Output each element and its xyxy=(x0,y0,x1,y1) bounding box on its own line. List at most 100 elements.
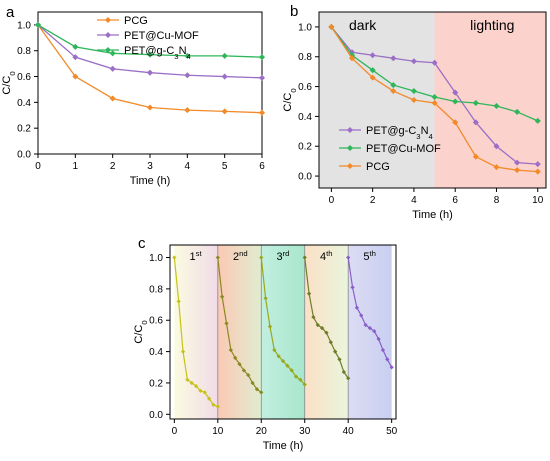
data-point xyxy=(211,402,216,408)
y-tick-label: 0.4 xyxy=(298,112,312,123)
data-point xyxy=(369,74,376,81)
data-point xyxy=(220,294,225,299)
data-point xyxy=(176,299,181,304)
data-point xyxy=(221,108,228,115)
data-point xyxy=(259,255,264,260)
data-point xyxy=(354,305,360,310)
panel-letter-b: b xyxy=(290,3,298,20)
data-point xyxy=(72,43,79,50)
data-point xyxy=(493,164,500,171)
data-point xyxy=(289,368,294,373)
cycle-label-3: 3rd xyxy=(276,249,289,264)
data-point xyxy=(198,388,203,393)
data-point xyxy=(276,354,281,359)
data-point xyxy=(184,52,191,59)
y-tick-label: 0.2 xyxy=(298,142,312,153)
legend-marker xyxy=(346,126,354,134)
data-point xyxy=(390,88,397,95)
y-axis-label: C/C0 xyxy=(282,88,298,111)
panel-c-chart: 1st 2nd 3rd 4th 5th 0 10 20 30 40 50 0.0 0.2 0.4 0.6 0.… xyxy=(133,235,398,452)
data-point xyxy=(315,322,320,328)
x-tick-label: 4 xyxy=(411,195,417,206)
y-tick-label: 0.0 xyxy=(298,172,312,183)
data-point xyxy=(254,387,260,392)
y-tick-label: 0.2 xyxy=(149,378,163,389)
data-point xyxy=(109,50,116,57)
data-point xyxy=(380,347,386,353)
data-point xyxy=(328,23,335,30)
y-tick-label: 0.4 xyxy=(17,98,31,109)
y-tick-label: 1.0 xyxy=(298,22,312,33)
data-point xyxy=(341,369,346,375)
data-point xyxy=(452,119,459,126)
data-point xyxy=(109,95,116,102)
x-tick-label: 3 xyxy=(147,161,153,172)
data-point xyxy=(328,340,333,345)
y-tick-label: 0.8 xyxy=(149,284,163,295)
x-tick-label: 0 xyxy=(329,195,335,206)
data-point xyxy=(193,383,199,389)
y-tick-label: 0.0 xyxy=(17,150,31,161)
data-point xyxy=(246,372,251,378)
data-point xyxy=(272,347,277,353)
legend-entry-1: PCG xyxy=(124,15,148,27)
data-point xyxy=(367,325,373,331)
data-point xyxy=(431,99,438,107)
legend-marker xyxy=(104,16,112,24)
data-point xyxy=(472,153,479,160)
y-tick-label: 0.6 xyxy=(298,82,312,93)
y-tick-label: 0.0 xyxy=(149,410,163,421)
data-point xyxy=(34,21,42,28)
x-axis-label: Time (h) xyxy=(263,440,304,452)
data-point xyxy=(452,89,459,96)
data-point xyxy=(410,58,417,65)
x-tick-label: 30 xyxy=(299,426,311,437)
data-point xyxy=(385,357,390,362)
data-point xyxy=(493,143,500,150)
data-point xyxy=(346,376,351,381)
x-tick-label: 10 xyxy=(532,195,544,206)
data-point xyxy=(241,368,247,373)
data-point xyxy=(333,349,338,354)
data-point xyxy=(410,88,417,95)
data-point xyxy=(514,167,521,174)
data-point xyxy=(224,321,229,326)
y-tick-label: 1.0 xyxy=(149,253,163,264)
y-tick-label: 0.4 xyxy=(149,347,163,358)
y-tick-label: 1.0 xyxy=(17,20,31,31)
data-point xyxy=(180,349,186,354)
legend-entry-3: PCG xyxy=(366,161,390,173)
data-point xyxy=(146,104,154,111)
y-tick-label: 0.6 xyxy=(17,72,31,83)
data-point xyxy=(306,291,312,296)
x-tick-label: 0 xyxy=(172,426,178,437)
data-point xyxy=(146,69,154,76)
data-point xyxy=(267,324,273,329)
data-point xyxy=(493,102,500,109)
data-point xyxy=(452,98,459,105)
data-point xyxy=(285,363,290,368)
plot-frame xyxy=(318,11,547,189)
legend-marker xyxy=(104,31,112,39)
legend-marker xyxy=(346,144,354,152)
legend-entry-1: PET@g-C3N4 xyxy=(366,125,434,141)
data-point xyxy=(359,313,364,318)
x-tick-label: 6 xyxy=(452,195,458,206)
x-axis-label: Time (h) xyxy=(130,175,171,187)
legend-entry-2: PET@Cu-MOF xyxy=(366,143,441,155)
cycle-label-1: 1st xyxy=(190,249,203,264)
data-point xyxy=(346,255,351,260)
data-point xyxy=(263,296,268,301)
y-tick-label: 0.6 xyxy=(149,316,163,327)
data-point xyxy=(221,52,228,59)
data-point xyxy=(324,330,329,335)
data-point xyxy=(514,159,521,166)
x-axis-label: Time (h) xyxy=(412,209,453,221)
data-point xyxy=(184,72,191,79)
cycle-label-4: 4th xyxy=(320,249,333,264)
y-axis-label: C/C0 xyxy=(1,71,17,94)
data-point xyxy=(302,382,307,387)
data-point xyxy=(221,73,228,80)
data-point xyxy=(390,82,397,89)
data-point xyxy=(389,365,394,370)
